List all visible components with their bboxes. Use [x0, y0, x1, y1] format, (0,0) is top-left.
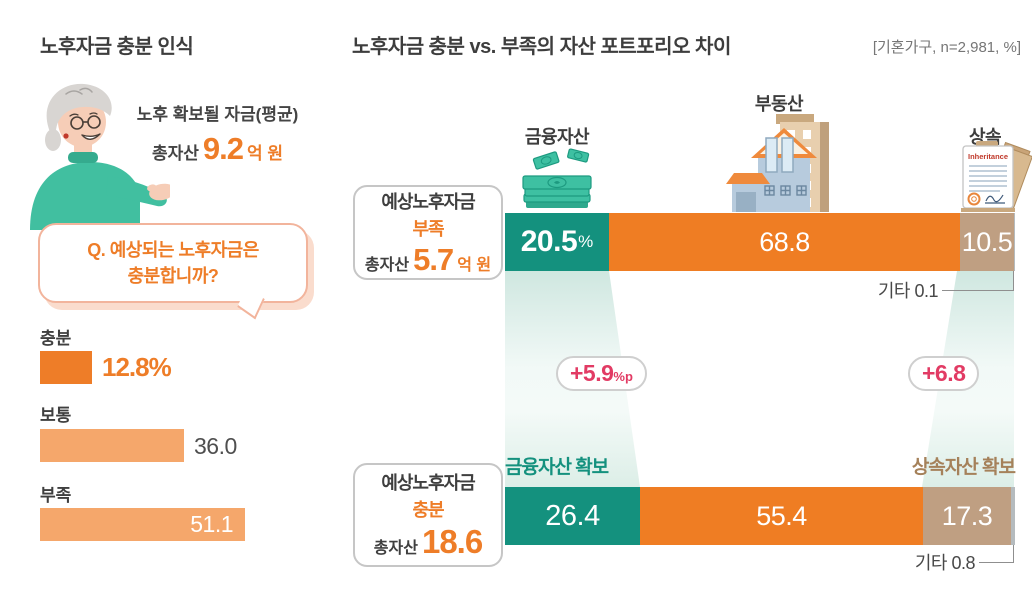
segment-etc-insufficient: [1014, 213, 1015, 271]
secured-fund-value: 9.2: [202, 131, 244, 166]
sufficient-box-status: 충분: [412, 500, 444, 520]
bar-insufficient: 51.1: [40, 508, 245, 541]
segment-inheritance-sufficient: 17.3: [923, 487, 1011, 545]
diff-inheritance-value: +6.8: [922, 360, 966, 386]
bar-value-average: 36.0: [194, 433, 237, 459]
buildings-icon: [726, 114, 829, 212]
bar-value-insufficient: 51.1: [190, 511, 233, 537]
secure-financial-label: 금융자산 확보: [505, 457, 609, 478]
segment-realestate-sufficient: 55.4: [640, 487, 923, 545]
question-bubble: Q. 예상되는 노후자금은 충분합니까?: [38, 223, 308, 303]
sufficient-stacked-bar: 26.4 55.4 17.3: [505, 487, 1015, 545]
etc-connector-v-insufficient: [1013, 271, 1014, 291]
question-line1: Q. 예상되는 노후자금은: [87, 239, 259, 260]
insufficient-asset-value: 5.7: [413, 241, 454, 277]
segment-financial-insufficient: 20.5 %: [505, 213, 609, 271]
segment-financial-sufficient: 26.4: [505, 487, 640, 545]
insufficient-asset-unit: 억 원: [457, 256, 492, 274]
secured-fund-asset-label: 총자산: [151, 144, 199, 163]
segment-financial-insufficient-value: 20.5: [520, 225, 578, 258]
segment-etc-sufficient: [1011, 487, 1015, 545]
diff-financial-unit: %p: [613, 369, 633, 384]
segment-realestate-insufficient: 68.8: [609, 213, 960, 271]
insufficient-box-line1: 예상노후자금: [381, 191, 475, 212]
segment-realestate-sufficient-value: 55.4: [756, 500, 807, 531]
segment-inheritance-insufficient: 10.5: [960, 213, 1014, 271]
bar-label-sufficient: 충분: [40, 329, 72, 348]
left-panel-title: 노후자금 충분 인식: [40, 36, 194, 58]
sample-note: [기혼가구, n=2,981, %]: [872, 39, 1021, 56]
secure-inheritance-label: 상속자산 확보: [911, 457, 1016, 478]
secured-fund-block: 노후 확보될 자금(평균) 총자산 9.2 억 원: [120, 100, 315, 167]
bar-average: [40, 429, 184, 462]
segment-inheritance-sufficient-value: 17.3: [941, 500, 993, 531]
insufficient-box-status: 부족: [412, 218, 444, 239]
column-label-realestate: 부동산: [754, 94, 804, 114]
money-stack-icon: [522, 148, 592, 208]
etc-connector-h-sufficient: [979, 562, 1013, 563]
segment-inheritance-insufficient-value: 10.5: [961, 226, 1013, 257]
column-label-financial: 금융자산: [524, 127, 590, 147]
bar-value-sufficient: 12.8%: [102, 352, 172, 382]
etc-connector-h-insufficient: [942, 290, 1013, 291]
insufficient-stacked-bar: 20.5 % 68.8 10.5: [505, 213, 1015, 271]
secured-fund-caption: 노후 확보될 자금(평균): [136, 105, 299, 124]
secured-fund-unit: 억 원: [247, 144, 284, 163]
question-line2: 충분합니까?: [127, 266, 219, 286]
segment-realestate-insufficient-value: 68.8: [759, 226, 810, 257]
svg-text:Inheritance: Inheritance: [968, 152, 1008, 161]
segment-financial-sufficient-value: 26.4: [545, 499, 600, 532]
bar-label-average: 보통: [40, 406, 72, 425]
sufficient-info-box: 예상노후자금 충분 총자산 18.6: [353, 463, 503, 567]
diff-pill-inheritance: +6.8: [908, 356, 980, 391]
diff-pill-financial: +5.9 %p: [556, 356, 647, 391]
elderly-woman-icon: [30, 83, 170, 230]
bar-sufficient: [40, 351, 92, 384]
insufficient-asset-label: 총자산: [364, 256, 410, 274]
etc-label-insufficient: 기타 0.1: [877, 281, 939, 301]
right-panel-title: 노후자금 충분 vs. 부족의 자산 포트포리오 차이: [352, 36, 731, 58]
sufficient-asset-value: 18.6: [421, 523, 483, 560]
diff-financial-value: +5.9: [570, 360, 614, 386]
insufficient-info-box: 예상노후자금 부족 총자산 5.7 억 원: [353, 185, 503, 280]
segment-financial-insufficient-unit: %: [578, 232, 594, 251]
bar-label-insufficient: 부족: [40, 486, 72, 505]
sufficient-asset-label: 총자산: [373, 540, 418, 557]
etc-label-sufficient: 기타 0.8: [914, 553, 976, 573]
inheritance-document-icon: Inheritance: [961, 141, 1032, 212]
sufficient-box-line1: 예상노후자금: [381, 473, 475, 493]
etc-connector-v-sufficient: [1013, 545, 1014, 563]
